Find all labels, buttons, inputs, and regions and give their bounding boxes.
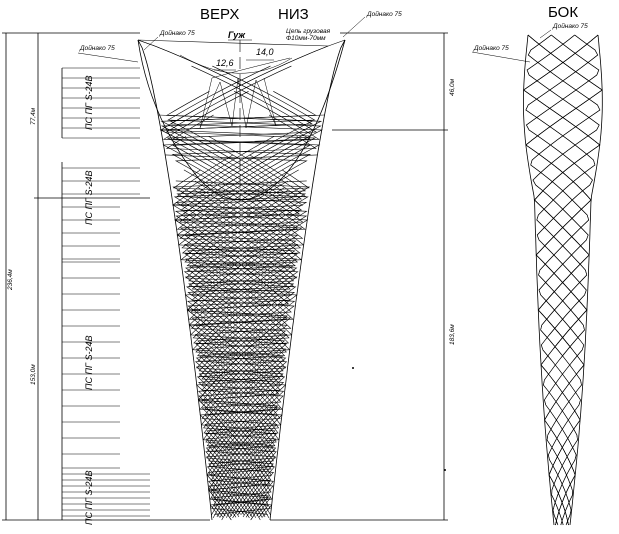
side-strand: [525, 34, 603, 526]
panel-tick-marks: [62, 67, 150, 517]
label-dojinok-side: Дойнако 75: [473, 44, 509, 52]
label-dojinok-side-top: Дойнако 75: [552, 22, 588, 30]
heading-top: ВЕРХ: [200, 6, 239, 23]
net-strand: [167, 65, 322, 517]
net-right-edge: [269, 39, 346, 521]
guzh-detail: [179, 54, 293, 129]
label-chain-spec: Ф10мм-70мм: [286, 35, 326, 42]
label-dojinok-left: Дойнако 75: [79, 44, 115, 52]
net-strand: [160, 65, 316, 517]
left-dimension-lines: [2, 32, 210, 521]
dim-total: 236,4м: [7, 269, 14, 291]
side-strand: [526, 34, 600, 526]
net-strand: [172, 114, 321, 518]
net-strand: [182, 187, 296, 518]
value-b: 14,0: [256, 47, 274, 57]
net-strand: [176, 136, 308, 515]
dim-lower: 153,0м: [30, 364, 37, 385]
side-strand: [525, 34, 599, 526]
net-strand: [175, 180, 311, 518]
net-strand: [166, 65, 318, 517]
trawl-net-top-bottom: [137, 39, 346, 521]
dim-upper: 77,4м: [30, 107, 37, 125]
label-dojinok-right: Дойнако 75: [366, 10, 402, 18]
net-strand: [137, 39, 314, 521]
label-chain: Цепь грузовая: [286, 28, 331, 35]
dim-right-bottom: 183,6м: [449, 324, 456, 345]
side-strand: [526, 34, 600, 526]
trawl-net-side: [522, 34, 603, 526]
panel-label-2: ПС ПГ S-24В: [84, 171, 94, 225]
side-strand: [527, 34, 601, 526]
side-strand: [525, 34, 599, 526]
label-dojinok-center: Дойнако 75: [159, 29, 195, 37]
heading-side: БОК: [548, 4, 578, 21]
value-a: 12,6: [216, 58, 234, 68]
net-strand: [171, 91, 320, 518]
dim-right-top: 46,0м: [449, 78, 456, 96]
chain-curve: [137, 39, 346, 201]
side-right-edge: [569, 34, 603, 526]
net-strand: [169, 39, 346, 521]
side-left-edge: [522, 34, 555, 526]
panel-label-4: ПС ПГ S-24В: [84, 471, 94, 525]
panel-label-1: ПС ПГ S-24В: [84, 76, 94, 130]
side-strand: [523, 34, 601, 526]
net-strand: [158, 114, 314, 518]
net-strand: [181, 180, 298, 518]
net-strand: [160, 91, 317, 518]
panel-label-3: ПС ПГ S-24В: [84, 336, 94, 390]
net-strand: [185, 180, 301, 518]
side-strand: [527, 34, 601, 526]
right-dimension-lines: [270, 32, 448, 521]
guzh-label: Гуж: [228, 30, 245, 40]
heading-bottom: НИЗ: [278, 6, 309, 23]
net-strand: [162, 91, 312, 518]
net-strand: [165, 91, 323, 518]
